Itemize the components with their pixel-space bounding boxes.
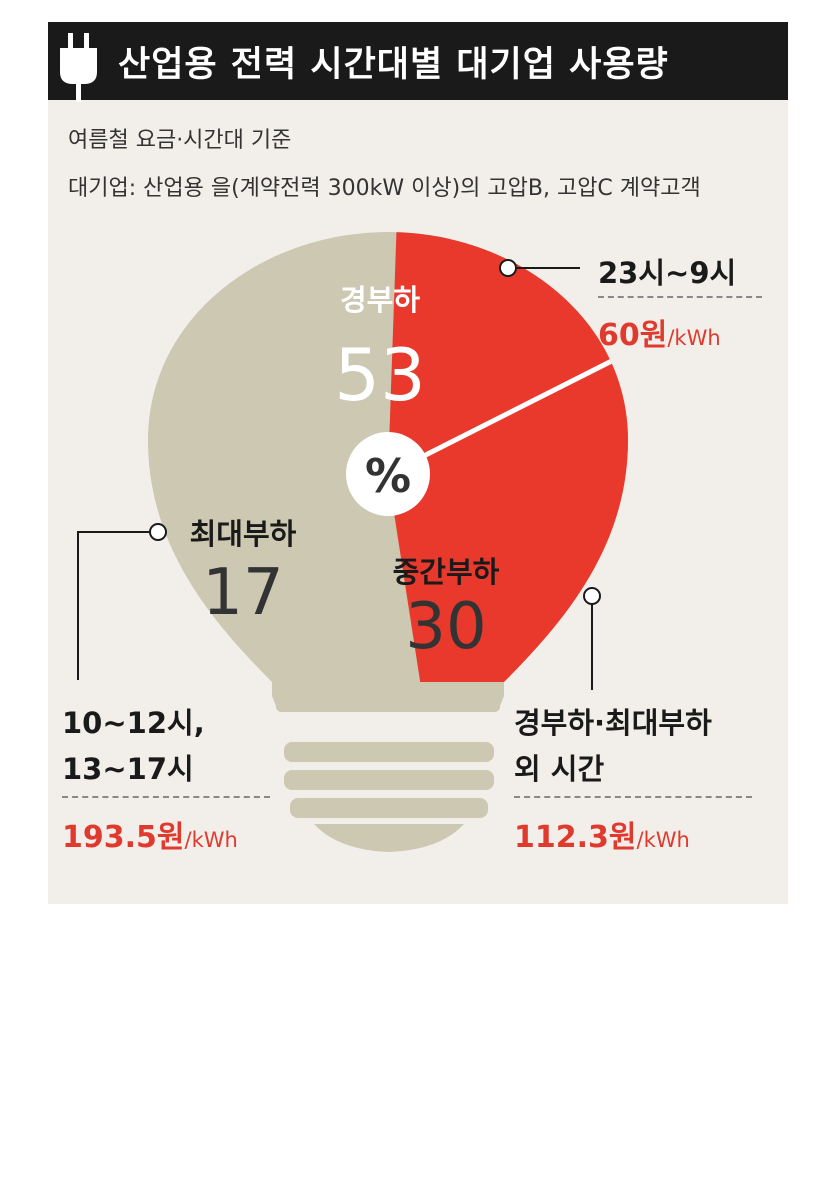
slice-label-light-load: 경부하 — [340, 283, 420, 317]
time-range-mid-load-1: 경부하·최대부하 — [514, 706, 712, 740]
time-range-mid-load-2: 외 시간 — [514, 752, 605, 786]
leader-dot-mid-load — [583, 587, 601, 605]
time-range-light-load: 23시~9시 — [598, 256, 737, 290]
slice-value-mid-load: 30 — [405, 590, 486, 664]
slice-value-light-load: 53 — [334, 333, 426, 417]
title-bar — [48, 22, 788, 100]
price-light-load: 60원/kWh — [598, 318, 721, 353]
price-peak-load: 193.5원/kWh — [62, 820, 238, 855]
bulb-base — [272, 682, 504, 852]
slice-label-peak-load: 최대부하 — [190, 517, 297, 551]
subtitle-season: 여름철 요금·시간대 기준 — [68, 128, 292, 153]
leader-lines — [77, 267, 593, 690]
slice-value-peak-load: 17 — [202, 556, 283, 630]
divider-peak-load — [62, 796, 270, 798]
leader-dot-peak-load — [149, 523, 167, 541]
center-circle — [346, 432, 430, 516]
power-plug-icon — [60, 33, 97, 102]
time-range-peak-load-2: 13~17시 — [62, 752, 194, 786]
leader-line-peak-load — [77, 531, 150, 680]
time-range-peak-load-1: 10~12시, — [62, 706, 205, 740]
divider-mid-load — [514, 796, 752, 798]
leader-dot-light-load — [499, 259, 517, 277]
subtitle-definition: 대기업: 산업용 을(계약전력 300kW 이상)의 고압B, 고압C 계약고객 — [68, 176, 701, 201]
slice-label-mid-load: 중간부하 — [393, 555, 500, 589]
price-mid-load: 112.3원/kWh — [514, 820, 690, 855]
divider-light-load — [598, 296, 762, 298]
center-percent-label: % — [365, 449, 411, 503]
page-title: 산업용 전력 시간대별 대기업 사용량 — [118, 45, 669, 85]
